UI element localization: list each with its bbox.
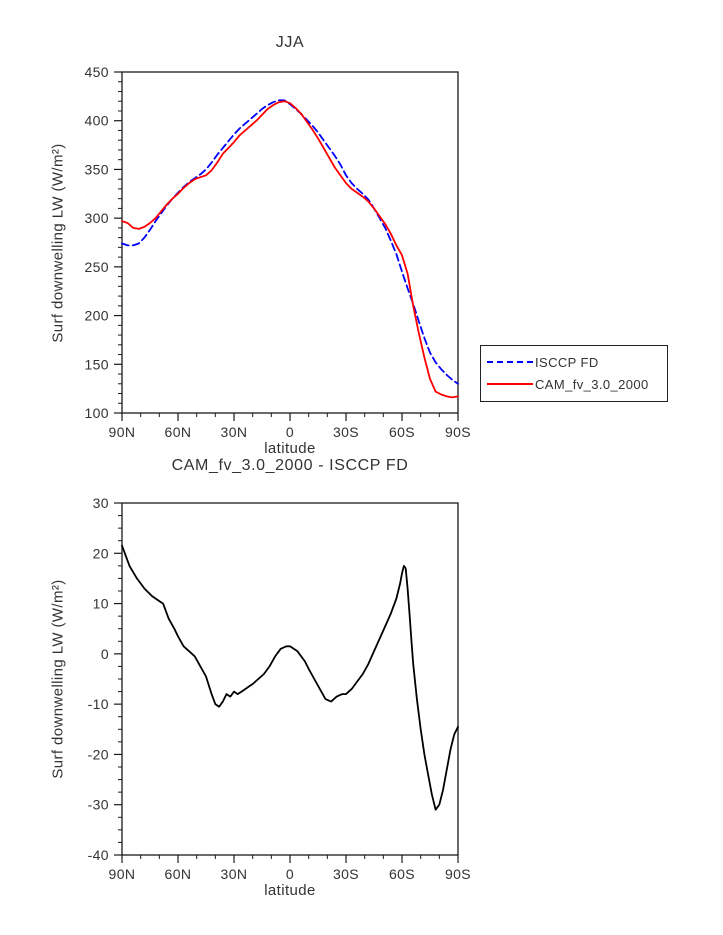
svg-text:60S: 60S	[389, 866, 415, 882]
svg-text:90S: 90S	[445, 424, 471, 440]
svg-text:0: 0	[286, 866, 294, 882]
svg-text:90S: 90S	[445, 866, 471, 882]
svg-text:90N: 90N	[109, 424, 136, 440]
top-chart-title: JJA	[275, 34, 305, 51]
top-chart-ylabel: Surf downwelling LW (W/m²)	[49, 143, 67, 343]
svg-text:200: 200	[84, 308, 109, 324]
svg-text:350: 350	[84, 161, 109, 177]
bottom-chart-xlabel: latitude	[264, 882, 316, 899]
svg-text:-20: -20	[88, 746, 109, 762]
legend-label-cam: CAM_fv_3.0_2000	[535, 376, 649, 392]
legend-entry-cam: CAM_fv_3.0_2000	[487, 373, 661, 395]
bottom-chart-ylabel: Surf downwelling LW (W/m²)	[49, 579, 67, 779]
bottom-chart-title: CAM_fv_3.0_2000 - ISCCP FD	[171, 457, 409, 474]
svg-text:10: 10	[93, 596, 109, 612]
cam-solid-line-sample	[487, 383, 533, 385]
svg-text:-40: -40	[88, 847, 109, 863]
svg-text:20: 20	[93, 545, 109, 561]
svg-text:-10: -10	[88, 696, 109, 712]
svg-text:90N: 90N	[109, 866, 136, 882]
legend-entry-isccp: ISCCP FD	[487, 351, 661, 373]
svg-text:450: 450	[84, 64, 109, 80]
svg-text:150: 150	[84, 356, 109, 372]
svg-text:300: 300	[84, 210, 109, 226]
legend-label-isccp: ISCCP FD	[535, 354, 599, 370]
svg-text:30N: 30N	[221, 866, 248, 882]
svg-text:0: 0	[286, 424, 294, 440]
svg-text:30N: 30N	[221, 424, 248, 440]
isccp-dashed-line-sample	[487, 361, 533, 363]
svg-text:250: 250	[84, 259, 109, 275]
legend-box: ISCCP FD CAM_fv_3.0_2000	[480, 345, 668, 402]
svg-text:0: 0	[101, 646, 109, 662]
svg-text:60S: 60S	[389, 424, 415, 440]
svg-text:60N: 60N	[165, 424, 192, 440]
svg-text:60N: 60N	[165, 866, 192, 882]
svg-text:30S: 30S	[333, 424, 359, 440]
svg-text:-30: -30	[88, 797, 109, 813]
svg-text:100: 100	[84, 405, 109, 421]
svg-text:400: 400	[84, 113, 109, 129]
svg-text:30: 30	[93, 495, 109, 511]
top-chart-xlabel: latitude	[264, 440, 316, 457]
svg-text:30S: 30S	[333, 866, 359, 882]
